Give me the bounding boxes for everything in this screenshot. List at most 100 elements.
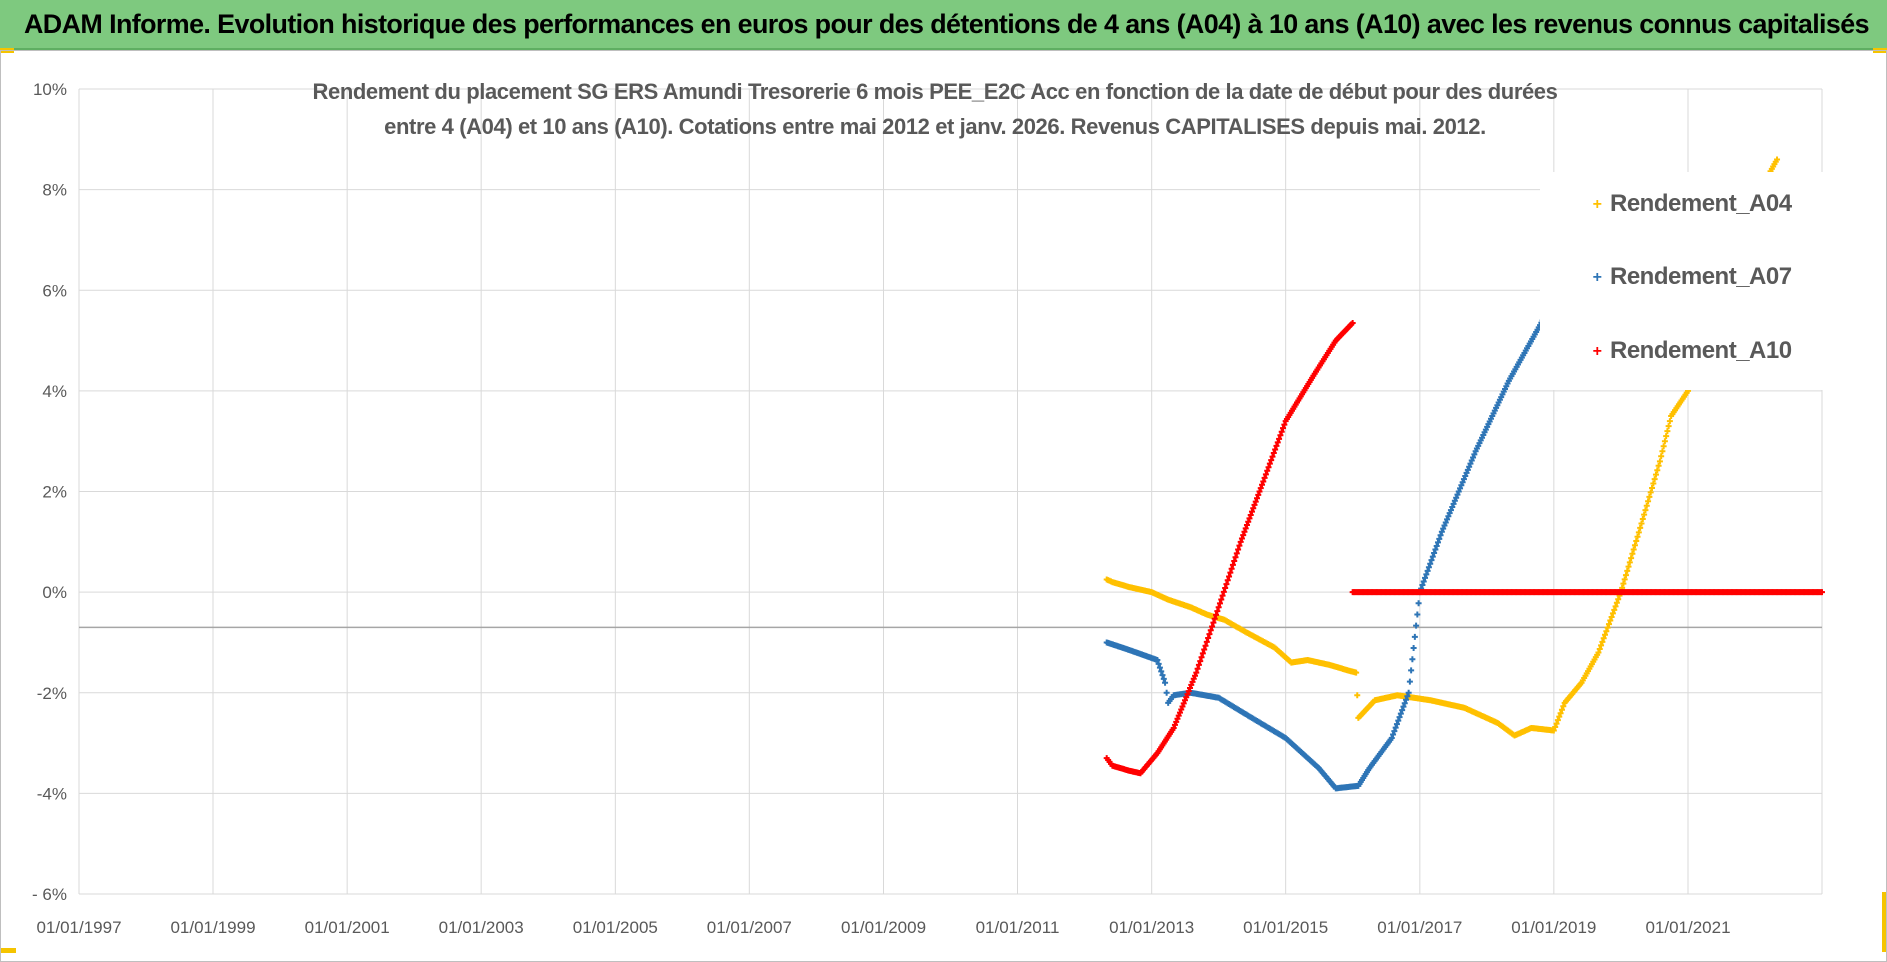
data-point-marker [1410,645,1417,652]
data-point-marker [1612,603,1619,610]
data-point-marker [1434,539,1441,546]
data-point-marker [1449,503,1456,510]
data-point-marker [1226,573,1233,580]
data-point-marker [1405,689,1412,696]
data-point-marker [1556,713,1563,720]
data-point-marker [1433,542,1440,549]
data-point-marker [1652,471,1659,478]
data-point-marker [1198,654,1205,661]
data-point-marker [1658,453,1665,460]
y-tick-label: -4% [37,784,67,803]
y-tick-label: 2% [42,483,67,502]
data-point-marker [1550,727,1557,734]
data-point-marker [1192,672,1199,679]
data-point-marker [1233,550,1240,557]
data-point-marker [1646,493,1653,500]
data-point-marker [1645,498,1652,505]
data-point-marker [1458,482,1465,489]
data-point-marker [1390,731,1397,738]
x-tick-label: 01/01/1999 [170,918,255,937]
data-point-marker [1195,661,1202,668]
data-point-marker [1404,693,1411,700]
data-point-marker [1459,479,1466,486]
data-point-marker [1353,669,1360,676]
data-point-marker [1264,467,1271,474]
data-point-marker [1411,633,1418,640]
data-point-marker [1635,529,1642,536]
data-point-marker [1222,584,1229,591]
data-point-marker [1237,538,1244,545]
data-point-marker [1447,507,1454,514]
data-point-marker [1468,457,1475,464]
data-point-marker [1260,478,1267,485]
data-point-marker [1553,720,1560,727]
x-tick-label: 01/01/2007 [707,918,792,937]
data-point-marker [1163,689,1170,696]
data-point-marker [1354,692,1361,699]
data-point-marker [1194,665,1201,672]
data-point-marker [1266,460,1273,467]
data-point-marker [1273,442,1280,449]
data-point-marker [1210,619,1217,626]
data-point-marker [1158,668,1165,675]
data-point-marker [1227,569,1234,576]
data-point-marker [1638,520,1645,527]
data-point-marker [1202,642,1209,649]
data-point-marker [1256,488,1263,495]
legend-label-a04: Rendement_A04 [1610,190,1792,217]
data-point-marker [1629,550,1636,557]
data-point-marker [1162,679,1169,686]
data-point-marker [1246,515,1253,522]
data-point-marker [1154,657,1161,664]
data-point-marker [1608,613,1615,620]
data-point-marker [1554,717,1561,724]
data-point-marker [1393,721,1400,728]
data-point-marker [1206,631,1213,638]
data-point-marker [1160,675,1167,682]
data-point-marker [1170,724,1177,731]
data-point-marker [1229,561,1236,568]
plus-marker-icon: + [1592,195,1602,213]
data-point-marker [1621,576,1628,583]
y-tick-label: - 6% [32,885,67,904]
data-point-marker [1216,600,1223,607]
x-tick-label: 01/01/2021 [1645,918,1730,937]
data-point-marker [1281,421,1288,428]
data-point-marker [1600,635,1607,642]
data-point-marker [1455,488,1462,495]
data-point-marker [1661,438,1668,445]
data-point-marker [1424,567,1431,574]
y-tick-label: -2% [37,684,67,703]
x-tick-label: 01/01/2003 [439,918,524,937]
data-point-marker [1175,712,1182,719]
data-point-marker [1663,433,1670,440]
data-point-marker [1207,627,1214,634]
data-point-marker [1236,542,1243,549]
data-point-marker [1155,660,1162,667]
data-point-marker [1602,631,1609,638]
data-point-marker [1188,681,1195,688]
legend-item-a04: + Rendement_A04 [1590,190,1792,220]
data-point-marker [1558,706,1565,713]
data-point-marker [1423,571,1430,578]
data-point-marker [1238,535,1245,542]
plus-marker-icon: + [1592,342,1602,360]
data-point-marker [1604,624,1611,631]
plus-marker-icon: + [1592,268,1602,286]
data-point-marker [1178,706,1185,713]
data-point-marker [1622,572,1629,579]
data-point-marker [1396,714,1403,721]
data-point-marker [1392,724,1399,731]
legend-label-a07: Rendement_A07 [1610,263,1792,290]
data-point-marker [1666,418,1673,425]
data-point-marker [1651,476,1658,483]
data-point-marker [1445,513,1452,520]
data-point-marker [1209,623,1216,630]
data-point-marker [1259,481,1266,488]
data-point-marker [1432,546,1439,553]
data-point-marker [1270,450,1277,457]
data-point-marker [1406,678,1413,685]
data-point-marker [1471,451,1478,458]
data-point-marker [1413,622,1420,629]
